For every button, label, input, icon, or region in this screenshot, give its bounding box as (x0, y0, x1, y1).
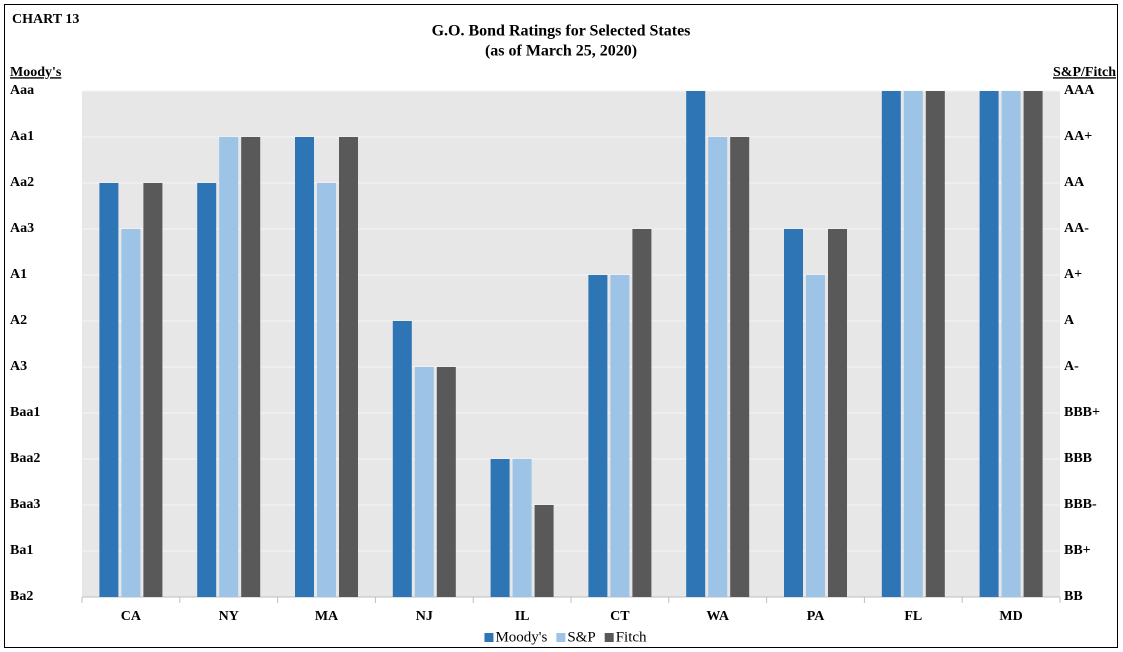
legend-swatch (556, 633, 566, 642)
x-tick-label: MA (315, 609, 339, 624)
y-tick-label: A2 (10, 313, 27, 328)
y2-tick-label: BBB+ (1064, 405, 1100, 420)
x-tick-label: CA (121, 609, 142, 624)
x-tick-label: FL (904, 609, 922, 624)
y-tick-label: A3 (10, 359, 27, 374)
bar (1001, 91, 1021, 597)
bar (490, 459, 510, 597)
x-tick-label: MD (999, 609, 1022, 624)
bar (1023, 91, 1043, 597)
x-tick-label: NJ (416, 609, 433, 624)
bar (806, 275, 825, 597)
bar (828, 229, 847, 597)
y-tick-label: Baa3 (10, 497, 40, 512)
bar (197, 183, 217, 597)
y2-tick-label: BB (1064, 589, 1083, 604)
bar (219, 137, 239, 597)
bar (979, 91, 999, 597)
y2-tick-label: AA (1064, 175, 1085, 190)
x-tick-label: IL (515, 609, 530, 624)
bar (730, 137, 750, 597)
bar (295, 137, 314, 597)
bar (512, 459, 532, 597)
y-tick-label: Aa1 (10, 129, 34, 144)
bar (414, 367, 434, 597)
bar (436, 367, 456, 597)
y-tick-label: Ba1 (10, 543, 33, 558)
y-tick-label: Baa2 (10, 451, 40, 466)
y2-axis-title: S&P/Fitch (1053, 65, 1116, 80)
bar (339, 137, 358, 597)
bar (392, 321, 412, 597)
bar (534, 505, 554, 597)
chart-title: G.O. Bond Ratings for Selected States (432, 23, 691, 40)
bar (632, 229, 652, 597)
bar (317, 183, 336, 597)
y2-tick-label: A (1064, 313, 1075, 328)
bar (881, 91, 901, 597)
legend-label: S&P (567, 629, 595, 645)
x-tick-label: PA (807, 609, 826, 624)
y2-tick-label: BBB (1064, 451, 1092, 466)
y2-tick-label: AA- (1064, 221, 1089, 236)
x-tick-label: CT (610, 609, 630, 624)
legend-label: Moody's (495, 629, 547, 645)
y2-tick-label: AAA (1064, 83, 1095, 98)
bar (903, 91, 923, 597)
y-axis-title: Moody's (10, 65, 62, 80)
bar (686, 91, 706, 597)
y2-tick-label: BB+ (1064, 543, 1091, 558)
bar (143, 183, 163, 597)
y-tick-label: A1 (10, 267, 27, 282)
y2-tick-label: A+ (1064, 267, 1082, 282)
bar (784, 229, 803, 597)
bar (588, 275, 608, 597)
y-tick-label: Aaa (10, 83, 34, 98)
chart-subtitle: (as of March 25, 2020) (485, 43, 637, 60)
bar (925, 91, 945, 597)
y-tick-label: Aa3 (10, 221, 34, 236)
y-tick-label: Ba2 (10, 589, 33, 604)
bar (610, 275, 630, 597)
y-tick-label: Aa2 (10, 175, 34, 190)
bar (121, 229, 141, 597)
legend-swatch (484, 633, 494, 642)
chart-label: CHART 13 (12, 12, 79, 27)
y2-tick-label: BBB- (1064, 497, 1097, 512)
x-tick-label: WA (706, 609, 729, 624)
y-tick-label: Baa1 (10, 405, 40, 420)
legend-label: Fitch (616, 629, 647, 645)
y2-tick-label: A- (1064, 359, 1079, 374)
bar (241, 137, 261, 597)
bar (708, 137, 728, 597)
bar (99, 183, 119, 597)
legend-swatch (604, 633, 614, 642)
y2-tick-label: AA+ (1064, 129, 1092, 144)
x-tick-label: NY (219, 609, 239, 624)
